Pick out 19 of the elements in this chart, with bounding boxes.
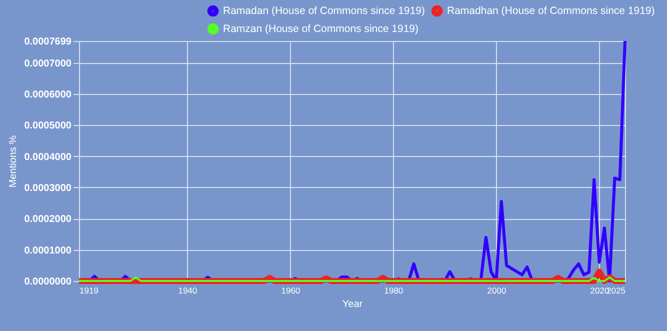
y-tick-label: 0.0001000: [24, 245, 72, 256]
legend-label: Ramzan (House of Commons since 1919): [223, 23, 419, 35]
legend-label: Ramadhan (House of Commons since 1919): [447, 5, 655, 17]
legend-label: Ramadan (House of Commons since 1919): [223, 5, 425, 17]
y-axis-title: Mentions %: [8, 135, 20, 188]
x-tick-label: 1940: [178, 286, 198, 296]
y-tick-label: 0.0006000: [24, 89, 72, 100]
y-tick-label: 0.0003000: [24, 182, 72, 194]
y-tick-label: 0.0007000: [24, 58, 72, 70]
x-tick-label: 2000: [487, 286, 506, 296]
y-tick-label: 0.0007699: [24, 36, 72, 48]
y-tick-label: 0.0002000: [24, 214, 72, 226]
y-tick-label: 0.0000000: [24, 276, 72, 288]
x-tick-label: 1919: [80, 286, 99, 296]
x-tick-label: 1960: [281, 286, 300, 296]
y-tick-label: 0.0004000: [24, 152, 72, 163]
x-axis-title: Year: [342, 299, 364, 310]
y-tick-label: 0.0005000: [24, 120, 72, 132]
x-tick-label: 1980: [384, 286, 404, 296]
